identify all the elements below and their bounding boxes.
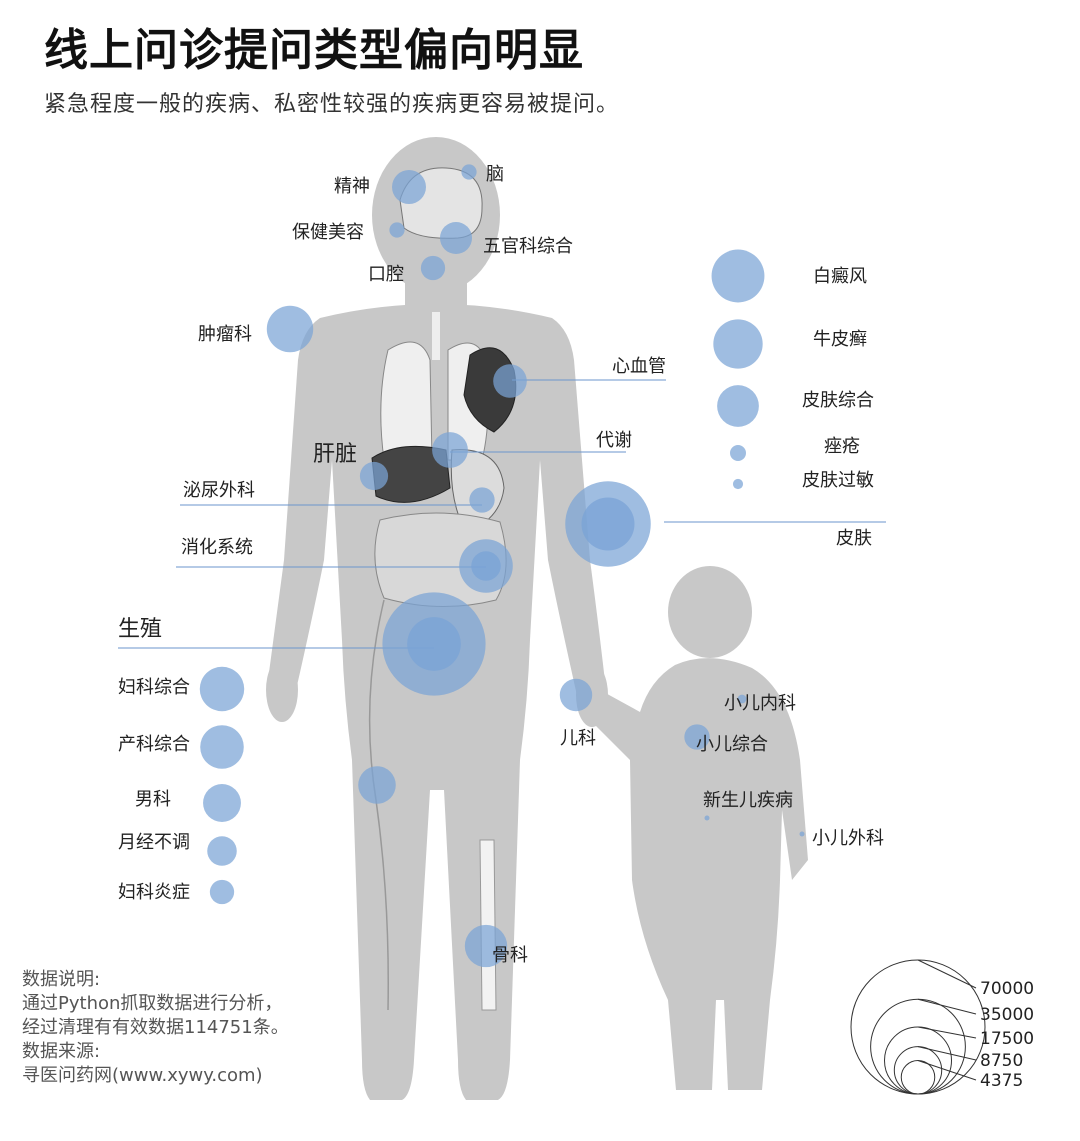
label-shengzhi: 生殖	[118, 617, 162, 642]
bubble-guke	[464, 924, 508, 968]
legend-leader-0	[917, 959, 977, 989]
bubble-xinxueguan	[493, 364, 527, 398]
label-pifuguomin: 皮肤过敏	[802, 470, 874, 491]
leader-lines	[118, 379, 886, 649]
legend-leader-4	[917, 1060, 977, 1081]
left-lung-sketch	[380, 341, 433, 461]
liver-sketch	[371, 445, 451, 503]
label-baidianfeng: 白癜风	[813, 266, 867, 287]
bubble-core-xiaohua	[471, 551, 501, 581]
notes-line-2: 通过Python抓取数据进行分析，	[22, 993, 283, 1014]
bubble-niupixuan	[713, 319, 763, 369]
label-cuochuang: 痤疮	[824, 436, 860, 457]
legend-circle-4	[900, 1060, 936, 1095]
bubble-cuochuang	[729, 444, 747, 462]
bubble-core-pifu	[581, 497, 635, 551]
bubble-xiaoerzonghe	[684, 724, 710, 750]
bubble-bone-legbubble	[358, 766, 396, 804]
legend-circle-3	[893, 1046, 943, 1095]
label-fukezonghe: 妇科综合	[118, 677, 190, 698]
bubble-xiaoerneike	[737, 694, 747, 704]
label-guke: 骨科	[492, 945, 528, 966]
bubble-core-shengzhi	[407, 617, 461, 671]
bubble-pifuguomin	[732, 478, 744, 490]
label-niupixuan: 牛皮癣	[813, 329, 867, 350]
label-xinxueguan: 心血管	[612, 356, 666, 377]
label-ganzang: 肝脏	[313, 442, 357, 467]
label-xinshenger: 新生儿疾病	[703, 790, 793, 811]
label-fukeyanzheng: 妇科炎症	[118, 882, 190, 903]
label-nao: 脑	[486, 164, 504, 185]
bubble-chankezonghe	[200, 725, 244, 769]
bubble-daixie	[432, 432, 468, 468]
legend-label-1: 35000	[980, 1005, 1034, 1025]
bubble-xiaoerwaike	[799, 831, 805, 837]
bubble-wuguan	[439, 221, 473, 255]
bubble-kouqiang	[420, 255, 446, 281]
label-kouqiang: 口腔	[368, 264, 404, 285]
bubble-yuejingbutiao	[207, 836, 237, 866]
label-wuguan: 五官科综合	[483, 236, 573, 257]
bubble-nanke	[203, 784, 241, 822]
label-chankezonghe: 产科综合	[118, 734, 190, 755]
bubbles	[199, 164, 805, 968]
data-notes: 数据说明: 通过Python抓取数据进行分析， 经过清理有有效数据114751条…	[22, 968, 289, 1088]
page-subtitle: 紧急程度一般的疾病、私密性较强的疾病更容易被提问。	[44, 92, 620, 117]
label-daixie: 代谢	[596, 430, 632, 451]
bubble-zhongliu	[266, 305, 314, 353]
legend-leader-3	[917, 1046, 977, 1061]
label-xiaohua: 消化系统	[181, 537, 253, 558]
legend-leader-1	[917, 998, 977, 1015]
bubble-fukeyanzheng	[209, 879, 235, 905]
bubble-ganzang	[359, 461, 389, 491]
child-body-silhouette	[580, 566, 808, 1090]
legend-label-0: 70000	[980, 979, 1034, 999]
label-yuejingbutiao: 月经不调	[118, 832, 190, 853]
bubble-pifuzonghe	[717, 385, 759, 427]
notes-line-3: 经过清理有有效数据114751条。	[22, 1017, 289, 1038]
bubble-miniao	[469, 487, 495, 513]
label-xiaoerneike: 小儿内科	[724, 693, 796, 714]
legend-label-2: 17500	[980, 1029, 1034, 1049]
label-xiaoerzonghe: 小儿综合	[696, 734, 768, 755]
label-miniao: 泌尿外科	[183, 480, 255, 501]
label-erke: 儿科	[560, 728, 596, 749]
bubble-jingshen	[392, 170, 426, 204]
label-zhongliu: 肿瘤科	[198, 324, 252, 345]
bubble-baidianfeng	[711, 249, 765, 303]
label-pifu: 皮肤	[836, 528, 872, 549]
bubble-nao	[461, 164, 477, 180]
bubble-baojian	[389, 222, 405, 238]
bubble-erke	[559, 678, 593, 712]
label-jingshen: 精神	[334, 176, 370, 197]
legend-label-3: 8750	[980, 1051, 1023, 1071]
page-title: 线上问诊提问类型偏向明显	[44, 25, 584, 76]
label-pifuzonghe: 皮肤综合	[802, 390, 874, 411]
notes-line-1: 数据说明:	[22, 969, 101, 990]
bubble-xinshenger	[704, 815, 710, 821]
label-xiaoerwaike: 小儿外科	[812, 828, 884, 849]
legend-leader-2	[917, 1026, 977, 1039]
legend-label-4: 4375	[980, 1071, 1023, 1091]
notes-line-5: 寻医问药网(www.xywy.com)	[22, 1065, 263, 1086]
notes-line-4: 数据来源:	[22, 1041, 101, 1062]
label-baojian: 保健美容	[292, 222, 364, 243]
label-nanke: 男科	[135, 789, 171, 810]
bubble-fukezonghe	[199, 666, 245, 712]
